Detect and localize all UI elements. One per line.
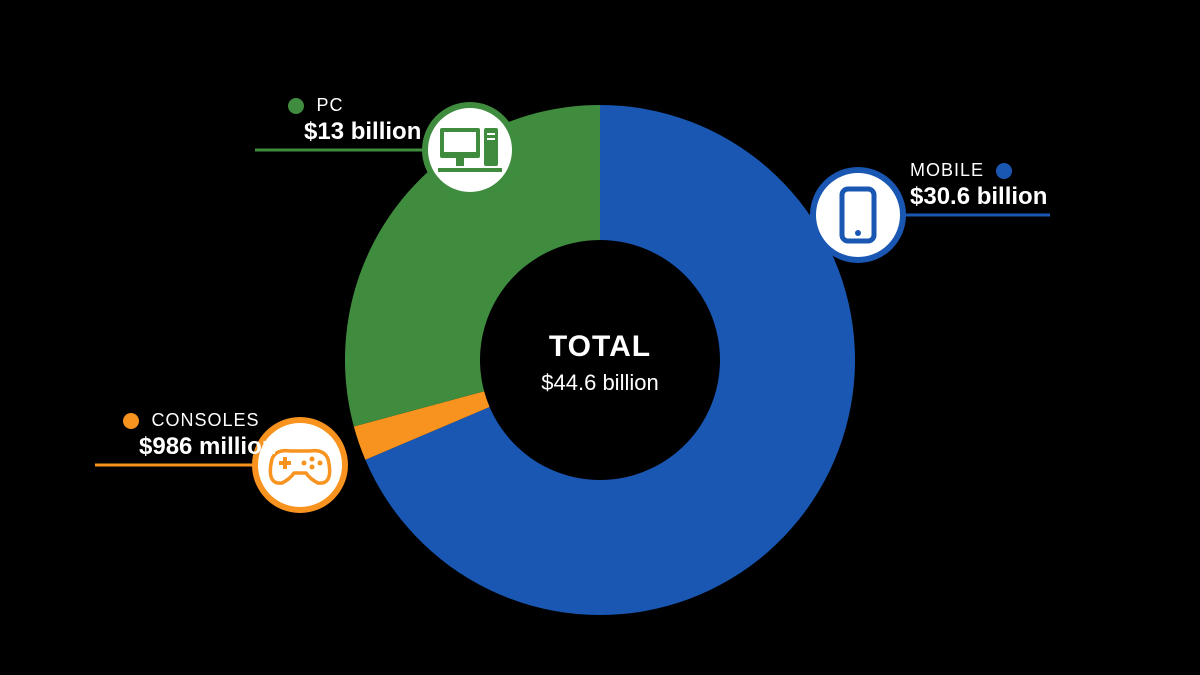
mobile-label: MOBILE xyxy=(910,160,984,180)
callout-pc: PC $13 billion xyxy=(280,95,421,146)
center-total-label: TOTAL $44.6 billion xyxy=(480,330,720,396)
callout-consoles: CONSOLES $986 million xyxy=(115,410,276,461)
pc-value: $13 billion xyxy=(304,118,421,146)
mobile-dot xyxy=(996,163,1012,179)
callout-mobile: MOBILE $30.6 billion xyxy=(910,160,1047,211)
consoles-label: CONSOLES xyxy=(151,410,259,430)
mobile-value: $30.6 billion xyxy=(910,183,1047,211)
pc-label: PC xyxy=(316,95,343,115)
pc-dot xyxy=(288,98,304,114)
icon-circle-mobile xyxy=(813,170,903,260)
center-total-title: TOTAL xyxy=(480,330,720,364)
chart-stage: TOTAL $44.6 billion MOBILE $30.6 billion… xyxy=(0,0,1200,675)
consoles-value: $986 million xyxy=(139,433,276,461)
center-total-value: $44.6 billion xyxy=(480,370,720,396)
consoles-dot xyxy=(123,413,139,429)
